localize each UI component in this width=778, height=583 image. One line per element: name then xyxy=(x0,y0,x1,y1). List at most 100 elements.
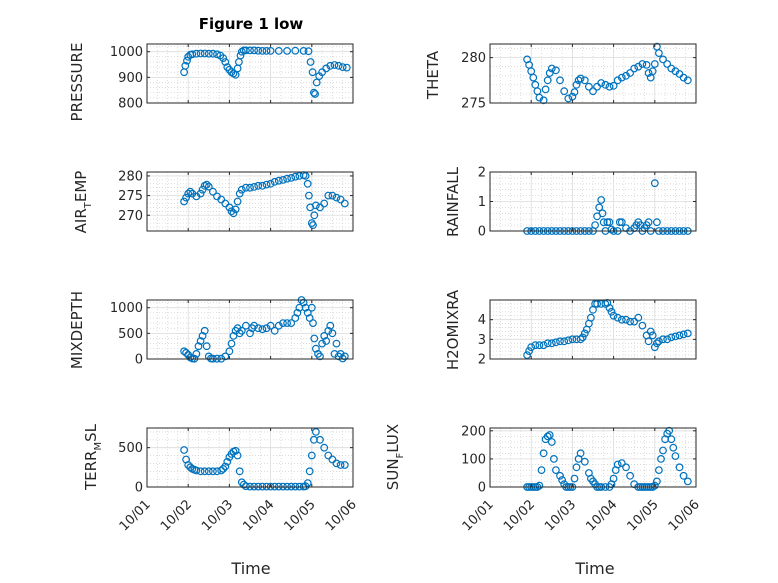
data-point xyxy=(309,221,317,230)
data-point xyxy=(568,335,577,344)
data-point xyxy=(227,68,236,77)
data-point xyxy=(659,446,667,455)
data-point xyxy=(601,80,610,89)
data-point xyxy=(182,193,191,202)
data-point xyxy=(262,47,271,55)
data-point xyxy=(320,443,329,452)
data-point xyxy=(585,82,593,91)
data-point xyxy=(312,201,320,210)
y-tick-label: 200 xyxy=(461,424,486,439)
data-point xyxy=(198,332,207,340)
data-point xyxy=(653,339,661,348)
axes-frame xyxy=(146,43,354,104)
data-point xyxy=(270,177,279,186)
x-tick-label: 10/06 xyxy=(666,497,703,534)
data-point xyxy=(299,298,308,307)
data-point xyxy=(595,203,604,212)
data-point xyxy=(312,428,320,436)
data-point xyxy=(679,471,688,480)
x-tick-label: 10/05 xyxy=(625,497,662,534)
data-point xyxy=(545,69,554,77)
data-point xyxy=(580,76,589,85)
axes-frame xyxy=(489,299,697,360)
data-point xyxy=(293,308,302,317)
y-tick-label: 0 xyxy=(135,353,143,368)
data-point xyxy=(659,335,667,344)
data-point xyxy=(318,339,327,348)
data-point xyxy=(221,58,230,66)
data-point xyxy=(322,64,331,73)
data-point xyxy=(525,347,533,356)
data-point xyxy=(609,81,618,90)
y-tick-label: 1000 xyxy=(110,301,143,316)
data-point xyxy=(182,348,191,357)
data-point xyxy=(642,61,651,69)
data-point xyxy=(659,55,667,64)
y-tick-label: 900 xyxy=(118,71,143,86)
data-point xyxy=(648,331,657,340)
data-point xyxy=(326,321,335,330)
data-point xyxy=(246,183,254,192)
data-point xyxy=(634,313,643,322)
data-point xyxy=(560,87,569,96)
data-point xyxy=(630,64,639,73)
data-point xyxy=(250,182,259,191)
data-point xyxy=(306,58,315,66)
data-point xyxy=(227,207,236,216)
data-point xyxy=(204,49,213,58)
data-point xyxy=(223,457,232,466)
data-point xyxy=(342,63,351,72)
data-point xyxy=(208,467,217,476)
data-point xyxy=(254,324,263,333)
data-point xyxy=(227,339,236,348)
data-point xyxy=(541,85,550,94)
y-tick-label: 3 xyxy=(478,333,486,348)
data-point xyxy=(308,68,317,77)
x-tick-label: 10/04 xyxy=(583,497,620,534)
data-point xyxy=(669,443,678,452)
data-point xyxy=(204,352,213,361)
data-point xyxy=(340,461,349,469)
data-point xyxy=(617,459,626,468)
subplot-terr-msl: TERRMSL 0 500 10/01 10/02 10/03 10/04 10/05 10/… xyxy=(82,423,360,534)
ylabel-h2omixra: H2OMIXRA xyxy=(444,289,462,370)
data-point xyxy=(283,319,292,328)
data-point xyxy=(587,313,595,322)
data-point xyxy=(204,467,213,476)
data-point xyxy=(217,466,226,475)
data-point xyxy=(194,342,203,351)
data-point xyxy=(679,330,688,339)
data-point xyxy=(332,459,341,468)
data-point xyxy=(184,52,193,61)
data-point xyxy=(266,179,275,188)
data-point xyxy=(213,50,221,59)
data-point xyxy=(552,66,560,75)
data-point xyxy=(568,92,577,101)
data-point xyxy=(200,49,209,58)
data-point xyxy=(231,205,240,214)
data-point xyxy=(192,350,201,358)
x-tick-label: 10/06 xyxy=(323,497,360,534)
ylabel-air-temp: AIRTEMP xyxy=(72,171,94,234)
data-point xyxy=(237,478,246,487)
data-point xyxy=(233,197,242,206)
y-tick-label: 800 xyxy=(118,97,143,112)
data-point xyxy=(605,304,614,312)
data-point xyxy=(650,481,659,490)
data-point xyxy=(198,185,207,194)
data-point xyxy=(622,315,630,324)
data-point xyxy=(262,180,271,189)
data-point xyxy=(258,325,267,334)
data-point xyxy=(589,87,597,96)
data-point xyxy=(650,179,659,188)
data-point xyxy=(316,203,324,212)
y-tick-label: 275 xyxy=(461,97,486,112)
x-tick-label: 10/05 xyxy=(282,497,319,534)
data-point xyxy=(188,50,197,59)
data-point xyxy=(233,451,242,460)
y-tick-label: 270 xyxy=(118,209,143,224)
data-point xyxy=(638,321,647,330)
xlabel-left: Time xyxy=(230,559,270,578)
data-point xyxy=(266,321,275,330)
data-point xyxy=(578,333,587,342)
